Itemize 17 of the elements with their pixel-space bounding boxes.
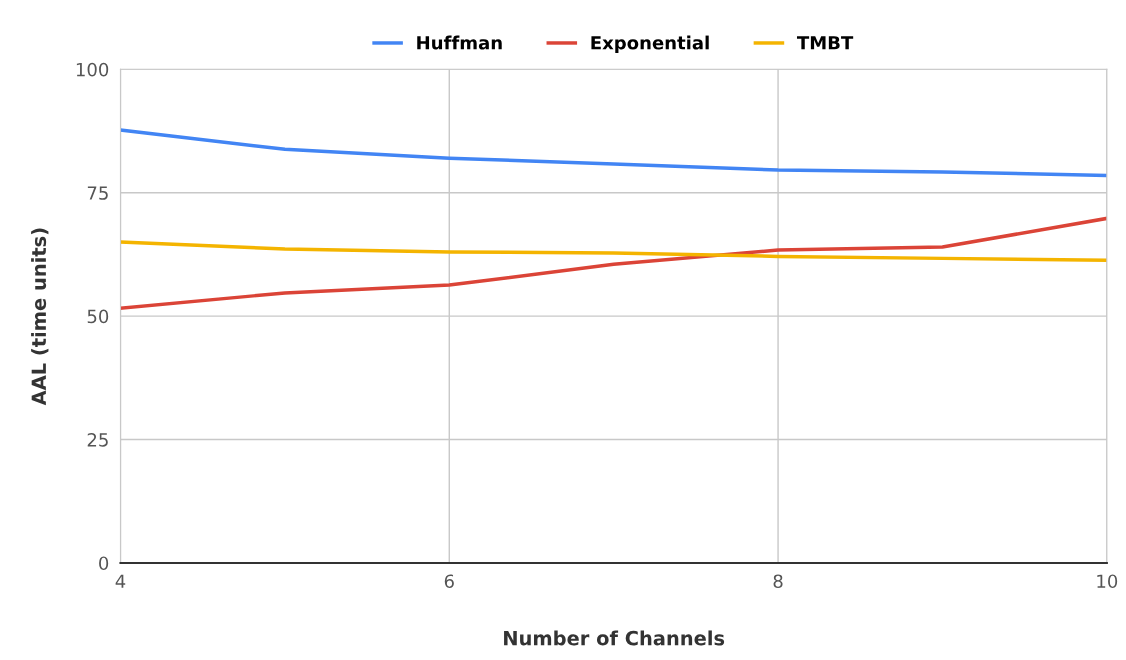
x-tick-label: 8 — [773, 574, 783, 589]
x-axis-title: Number of Channels — [504, 630, 725, 646]
legend-label: TMBT — [797, 36, 854, 50]
y-tick-label: 75 — [87, 186, 108, 200]
y-axis-title: AAL (time units) — [31, 228, 49, 406]
line-series — [120, 216, 1107, 310]
x-tick-label: 10 — [1097, 574, 1118, 589]
legend-label: Exponential — [591, 35, 709, 54]
y-tick-label: 25 — [87, 433, 108, 447]
x-tick-label: 6 — [444, 574, 454, 589]
legend-label: Huffman — [417, 35, 502, 50]
y-tick-label: 100 — [76, 62, 109, 77]
line-series — [120, 128, 1107, 178]
x-tick-label: 4 — [115, 574, 126, 588]
line-series — [120, 240, 1107, 263]
y-tick-label: 50 — [87, 309, 109, 324]
y-tick-label: 0 — [99, 556, 109, 571]
